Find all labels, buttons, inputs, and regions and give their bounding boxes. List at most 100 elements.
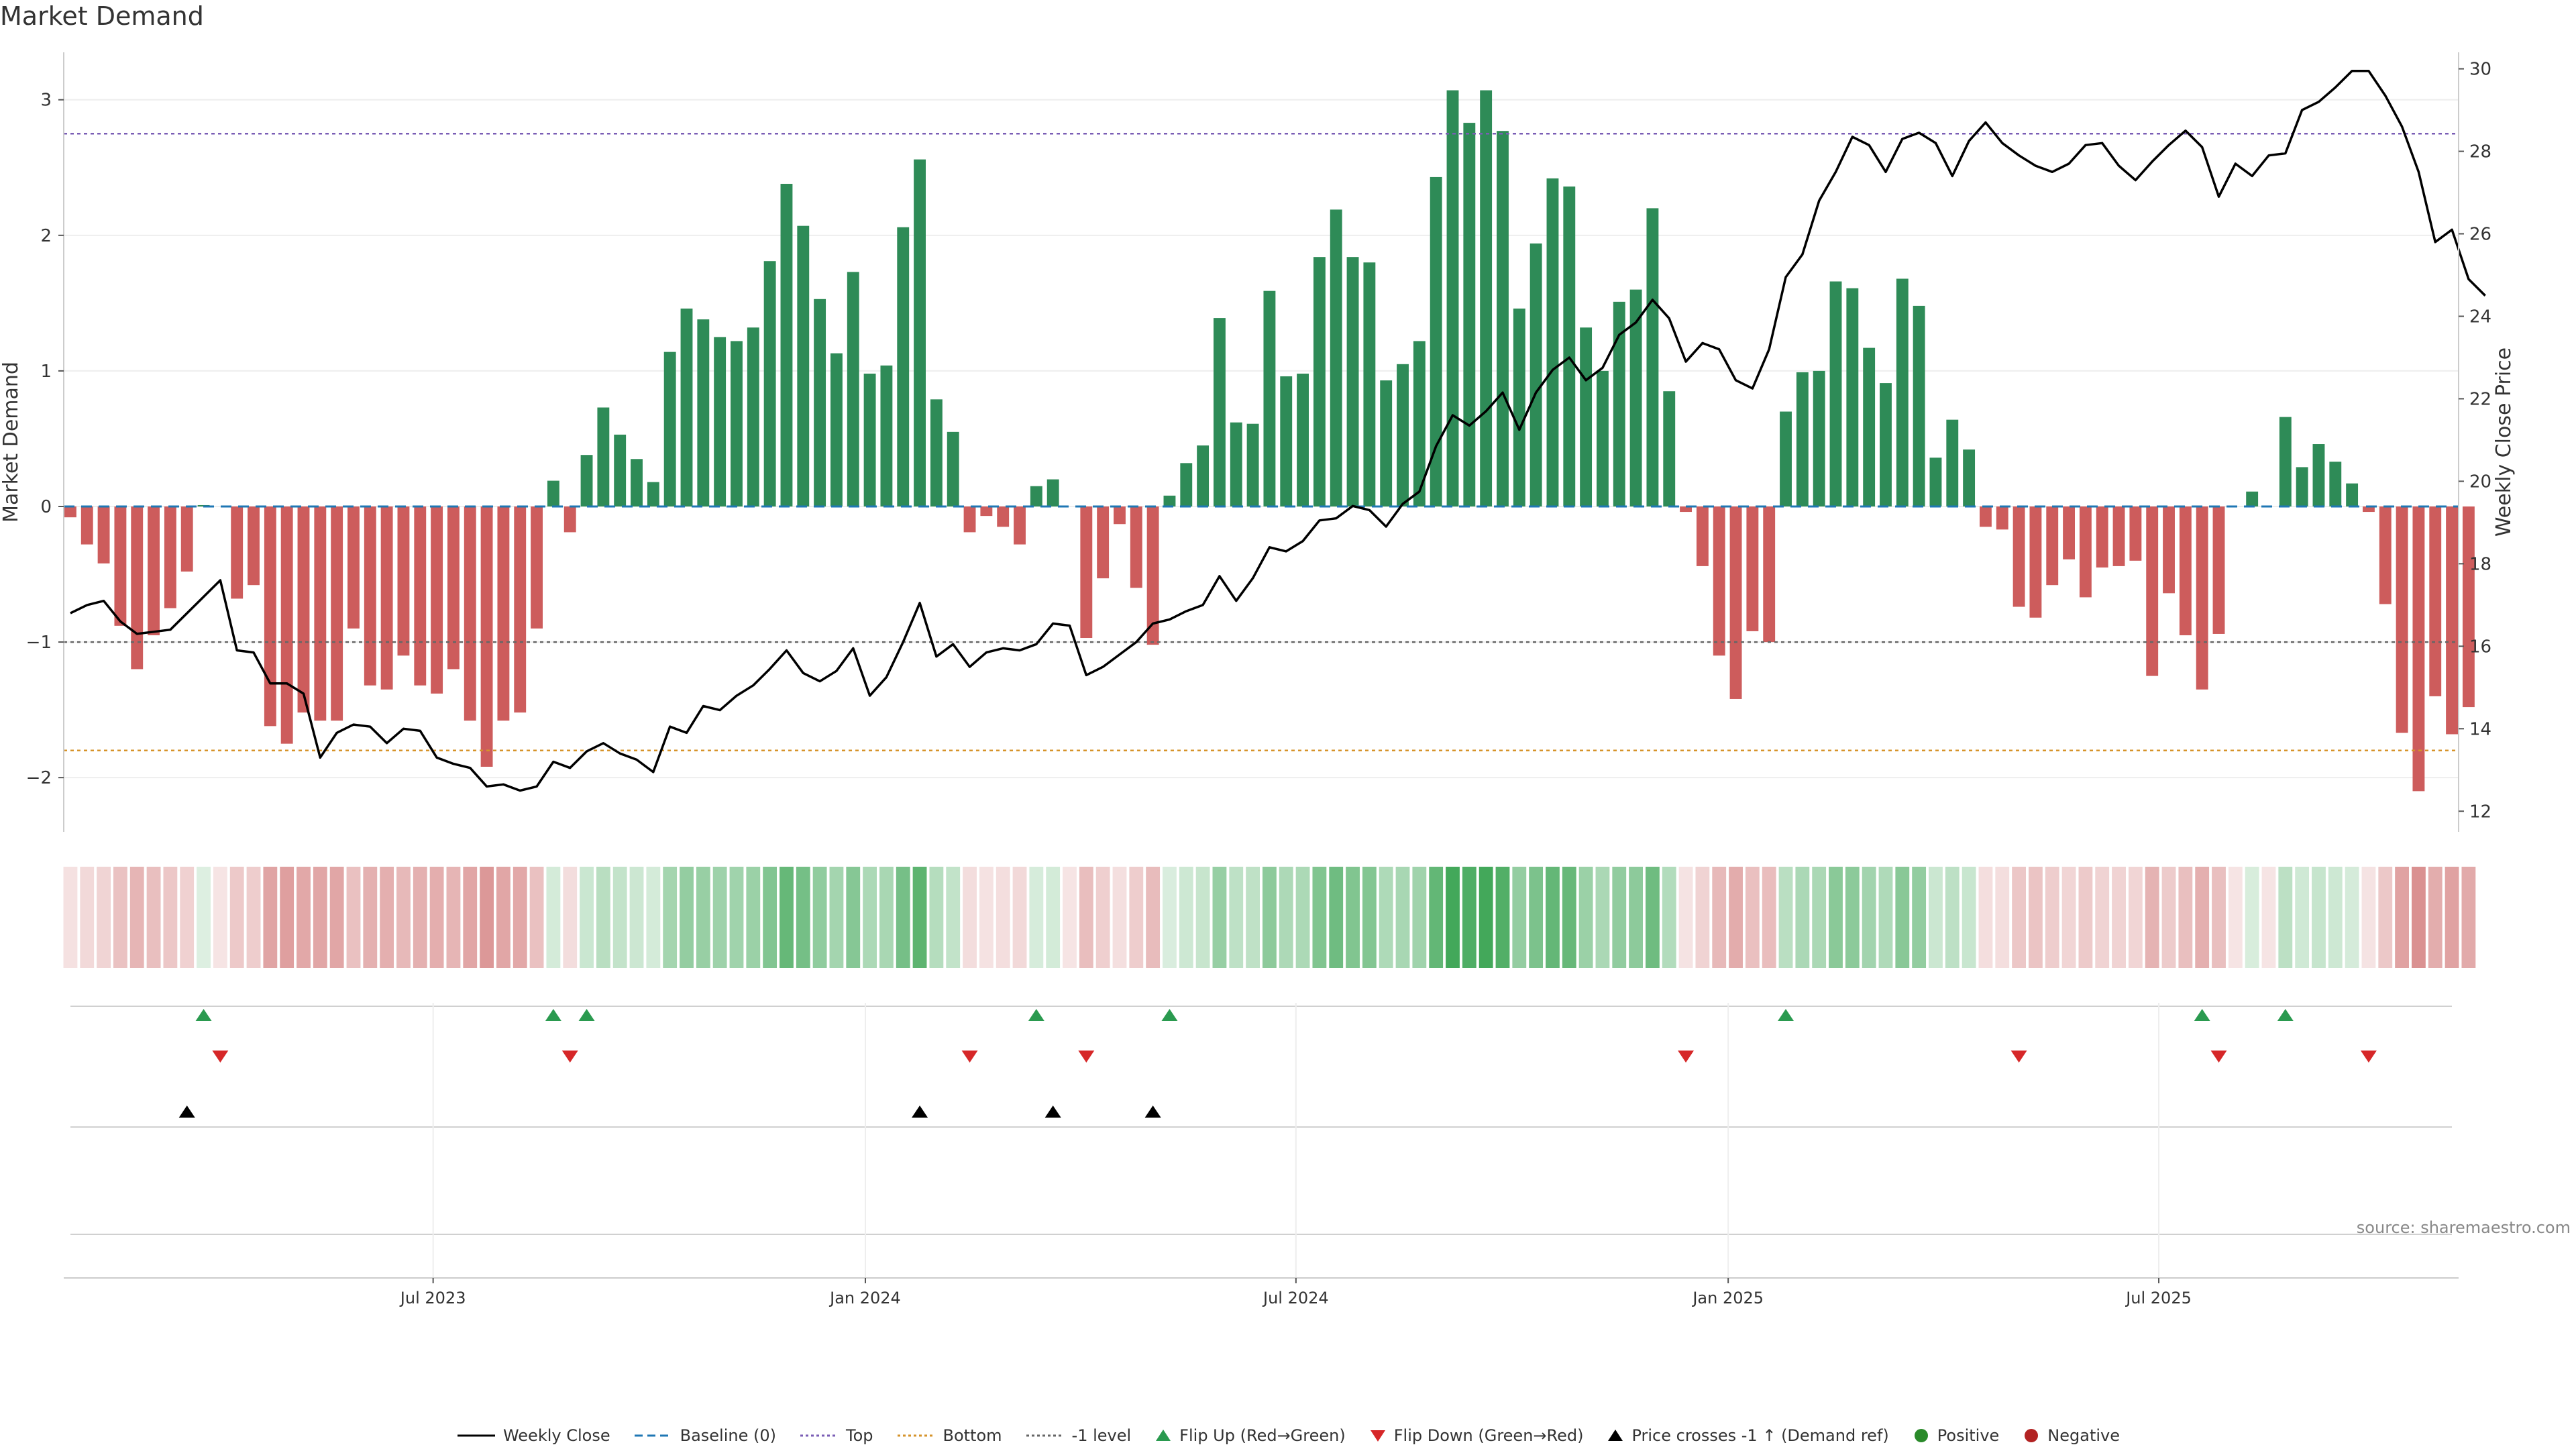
event-panels	[70, 1003, 2452, 1278]
heat-cell	[929, 867, 944, 968]
demand-bar	[231, 506, 244, 599]
demand-bar	[1230, 422, 1242, 506]
demand-bar	[2079, 506, 2092, 598]
legend-item: Flip Up (Red→Green)	[1154, 1426, 1346, 1445]
demand-bar	[1197, 445, 1210, 506]
demand-bar	[248, 506, 260, 586]
heat-cell	[1229, 867, 1244, 968]
demand-bar	[1513, 308, 1525, 506]
legend-item: Positive	[1912, 1426, 1999, 1445]
flip-up-marker	[2194, 1009, 2210, 1021]
demand-bar	[2446, 506, 2459, 735]
demand-bar	[1446, 90, 1459, 506]
y-tick-label: 2	[40, 226, 52, 246]
heat-cell	[879, 867, 894, 968]
demand-bar	[1680, 506, 1693, 513]
heat-cell	[2095, 867, 2110, 968]
flip-up-marker	[2277, 1009, 2294, 1021]
heat-cell	[746, 867, 761, 968]
heat-cell	[796, 867, 810, 968]
heat-cell	[63, 867, 78, 968]
legend-item: Flip Down (Green→Red)	[1368, 1426, 1583, 1445]
legend-label: Negative	[2047, 1426, 2121, 1445]
heat-cell	[1562, 867, 1576, 968]
y2-tick-label: 18	[2469, 554, 2491, 574]
demand-bar	[2046, 506, 2059, 586]
heat-cell	[480, 867, 494, 968]
x-tick-label: Jul 2023	[399, 1289, 466, 1307]
legend-label: Flip Up (Red→Green)	[1179, 1426, 1346, 1445]
demand-bar	[180, 506, 193, 572]
heat-cell	[596, 867, 610, 968]
demand-bar	[2212, 506, 2225, 634]
demand-bar	[2363, 506, 2375, 513]
heat-cell	[1046, 867, 1061, 968]
price-cross-marker	[1044, 1106, 1061, 1118]
heat-cell	[280, 867, 294, 968]
demand-bar	[614, 434, 627, 506]
demand-bar	[2246, 491, 2259, 506]
heat-cell	[2029, 867, 2043, 968]
demand-bar	[631, 459, 643, 506]
heat-cell	[1379, 867, 1393, 968]
demand-bar	[1646, 208, 1659, 506]
demand-bar	[314, 506, 327, 721]
demand-bar	[914, 159, 926, 506]
heat-cell	[313, 867, 327, 968]
heat-cell	[97, 867, 111, 968]
heat-cell	[446, 867, 461, 968]
source-note: source: sharemaestro.com	[2356, 1218, 2571, 1237]
demand-bar	[1613, 301, 1625, 506]
demand-bar	[1763, 506, 1776, 643]
heat-cell	[2278, 867, 2293, 968]
weekly-close-line	[70, 69, 2486, 792]
axes: 3 2 1 0 −1 −2 30 28 26 24 22 20 18 16 14 12 Market Deman…	[0, 52, 2516, 832]
heat-cell	[2145, 867, 2159, 968]
heat-cell	[1678, 867, 1693, 968]
heat-cell	[2161, 867, 2176, 968]
demand-bar	[1363, 262, 1376, 506]
y-tick-label: −1	[26, 633, 52, 653]
heat-cell	[380, 867, 394, 968]
x-tick-label: Jul 2025	[2125, 1289, 2192, 1307]
flip-down-marker	[1078, 1051, 1095, 1063]
y-tick-label: 1	[40, 362, 52, 382]
heat-cell	[712, 867, 727, 968]
x-tick-label: Jan 2025	[1691, 1289, 1764, 1307]
demand-bar	[1563, 186, 1576, 506]
heat-cell	[463, 867, 478, 968]
demand-bar	[397, 506, 410, 656]
demand-bar	[1097, 506, 1110, 579]
demand-bar	[297, 506, 310, 713]
demand-bar	[2196, 506, 2208, 690]
flip-down-marker	[2210, 1051, 2227, 1063]
demand-bar	[2063, 506, 2076, 559]
demand-bar	[1746, 506, 1759, 631]
demand-bar	[1829, 281, 1842, 506]
heat-cell	[812, 867, 827, 968]
flip-down-marker	[1678, 1051, 1695, 1063]
demand-bar	[847, 272, 859, 506]
heat-cell	[1512, 867, 1527, 968]
demand-bar	[531, 506, 543, 629]
heat-cell	[113, 867, 127, 968]
demand-bar	[2179, 506, 2192, 635]
demand-bar	[414, 506, 427, 686]
heat-cell	[2361, 867, 2376, 968]
heat-cell	[629, 867, 644, 968]
y2-tick-label: 16	[2469, 637, 2491, 657]
demand-bar	[680, 308, 693, 506]
heat-cell	[896, 867, 910, 968]
heat-cell	[1012, 867, 1027, 968]
demand-bar	[2112, 506, 2125, 566]
heat-cell	[2378, 867, 2393, 968]
demand-bar	[1596, 370, 1609, 506]
heat-cell	[996, 867, 1010, 968]
heat-cell	[2228, 867, 2243, 968]
demand-bar	[1696, 506, 1709, 566]
flip-up-marker	[195, 1009, 212, 1021]
demand-bar	[480, 506, 493, 767]
y-tick-label: 3	[40, 91, 52, 111]
heat-cell	[1778, 867, 1793, 968]
